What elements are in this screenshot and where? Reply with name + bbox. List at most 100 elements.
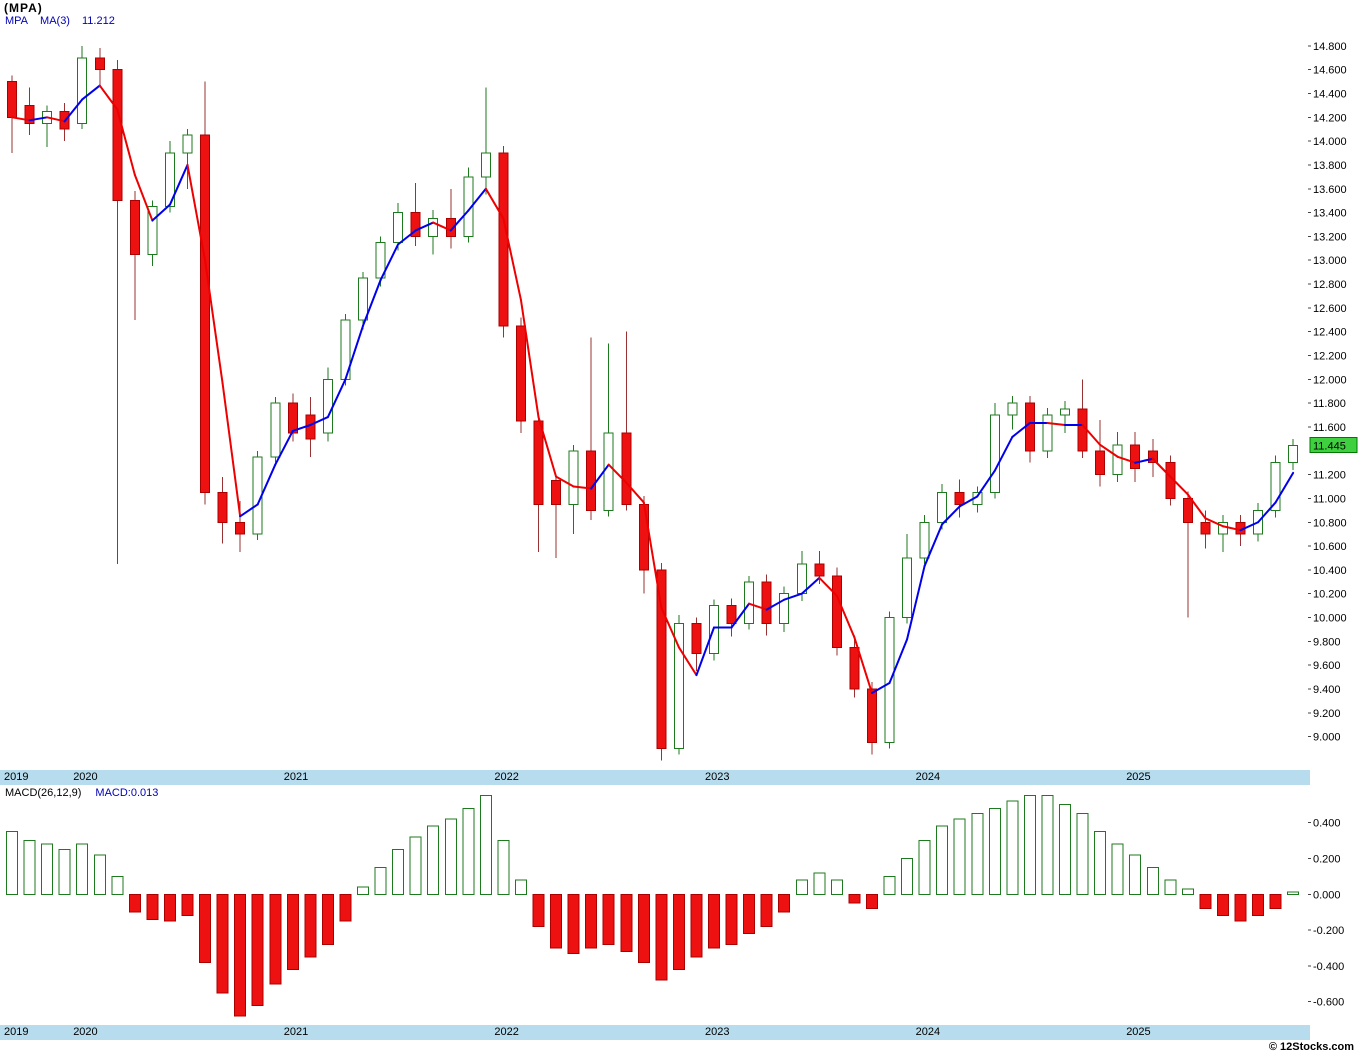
macd-bar-negative: [532, 893, 545, 927]
candle-down: [94, 57, 105, 71]
candle-down: [1200, 521, 1211, 535]
macd-bar-negative: [655, 893, 668, 981]
macd-bar-negative: [725, 893, 738, 945]
macd-bar-positive: [883, 875, 896, 895]
macd-bar-positive: [1023, 795, 1036, 895]
macd-bar-negative: [690, 893, 703, 958]
legend-symbol: MPA: [5, 15, 29, 27]
macd-bar-positive: [1111, 843, 1124, 895]
svg-text:11.445: 11.445: [1313, 440, 1346, 452]
macd-bar-negative: [321, 893, 334, 945]
macd-bar-negative: [181, 893, 194, 917]
macd-bar-positive: [374, 866, 387, 895]
macd-bar-positive: [6, 831, 18, 895]
macd-bar-negative: [339, 893, 352, 922]
year-label: 2022: [494, 1026, 519, 1038]
candle-down: [235, 521, 246, 535]
macd-bar-positive: [1146, 866, 1159, 895]
year-label: 2023: [705, 771, 730, 783]
ma3-line-segment: [1011, 422, 1031, 438]
macd-bar-negative: [743, 893, 756, 935]
macd-bar-negative: [146, 893, 159, 920]
macd-bar-negative: [550, 893, 563, 949]
candle-down: [112, 69, 123, 202]
macd-bar-negative: [128, 893, 141, 913]
price-tick-label: 9.600: [1313, 660, 1341, 672]
ma3-line-segment: [204, 259, 224, 385]
macd-bar-positive: [111, 875, 124, 895]
macd-bar-negative: [286, 893, 299, 970]
ma3-line-segment: [362, 279, 382, 327]
price-tick-label: 9.000: [1313, 732, 1341, 744]
macd-bar-positive: [1094, 831, 1107, 895]
price-tick-label: 12.400: [1313, 327, 1347, 339]
macd-bar-positive: [93, 854, 106, 895]
macd-bar-negative: [637, 893, 650, 963]
price-tick-label: 12.200: [1313, 351, 1347, 363]
macd-bar-positive: [971, 813, 984, 895]
ma3-line-segment: [98, 84, 119, 111]
macd-bar-positive: [1181, 888, 1194, 895]
year-label: 2022: [494, 771, 519, 783]
candle-up: [989, 414, 1000, 493]
ma3-line-segment: [221, 382, 242, 518]
candle-up: [1060, 408, 1070, 416]
ma3-line-segment: [46, 116, 66, 123]
ma3-line-segment: [28, 116, 49, 122]
candle-up: [796, 563, 807, 595]
macd-bar-positive: [1164, 879, 1177, 895]
price-tick-label: 13.200: [1313, 231, 1347, 243]
ma3-line-segment: [309, 416, 329, 427]
macd-bar-positive: [1287, 891, 1300, 895]
price-tick-label: 10.600: [1313, 541, 1347, 553]
price-tick-label: 14.600: [1313, 65, 1347, 77]
year-label: 2024: [915, 1026, 941, 1038]
macd-tick-label: -0.200: [1313, 925, 1344, 937]
candle-up: [937, 491, 948, 523]
price-tick-label: 9.400: [1313, 684, 1341, 696]
ma3-line-segment: [607, 463, 628, 484]
ma3-line-segment: [256, 463, 277, 506]
ma3-line-segment: [1169, 475, 1189, 496]
ma3-line-segment: [81, 84, 101, 101]
candle-down: [129, 200, 140, 255]
candle-down: [831, 575, 842, 648]
ma3-line-segment: [818, 576, 838, 597]
ma3-line-segment: [467, 187, 487, 212]
ma3-line-segment: [502, 217, 522, 301]
candle-up: [919, 521, 930, 559]
ma3-line-segment: [590, 463, 610, 490]
macd-value-label: MACD:0.013: [95, 787, 159, 799]
price-tick-label: 11.600: [1313, 422, 1346, 434]
ma3-line-segment: [1116, 455, 1137, 464]
ma3-line-segment: [133, 173, 154, 222]
ma3-line-segment: [660, 606, 680, 649]
ma3-line-segment: [765, 598, 786, 611]
candle-down: [217, 491, 228, 523]
candle-up: [884, 617, 895, 744]
macd-bar-negative: [708, 893, 720, 949]
candle-down: [866, 688, 877, 744]
candle-down: [7, 81, 17, 118]
macd-bar-negative: [1199, 893, 1212, 910]
candle-up: [673, 623, 684, 750]
candle-down: [656, 569, 667, 750]
year-axis-macd: 2019 2020 2021 2022 2023 2024 2025: [0, 1025, 1310, 1040]
macd-bar-positive: [901, 857, 914, 895]
year-label: 2019: [4, 771, 29, 783]
macd-bar-negative: [1234, 893, 1247, 922]
ma3-line-segment: [1151, 457, 1172, 478]
macd-bar-negative: [1269, 893, 1282, 910]
ma3-line-segment: [941, 505, 961, 526]
year-label: 2021: [283, 771, 309, 783]
copyright-link[interactable]: © 12Stocks.com: [1268, 1041, 1354, 1053]
ma3-line-segment: [449, 209, 470, 232]
candle-up: [164, 152, 175, 208]
candle-up: [182, 134, 193, 154]
year-axis-main: 2019 2020 2021 2022 2023 2024 2025: [0, 770, 1310, 785]
ma3-line-segment: [344, 324, 364, 381]
macd-tick-label: 0.000: [1313, 889, 1341, 901]
candle-down: [761, 581, 772, 625]
macd-tick-label: 0.400: [1313, 818, 1341, 830]
ma3-line-segment: [853, 636, 873, 694]
